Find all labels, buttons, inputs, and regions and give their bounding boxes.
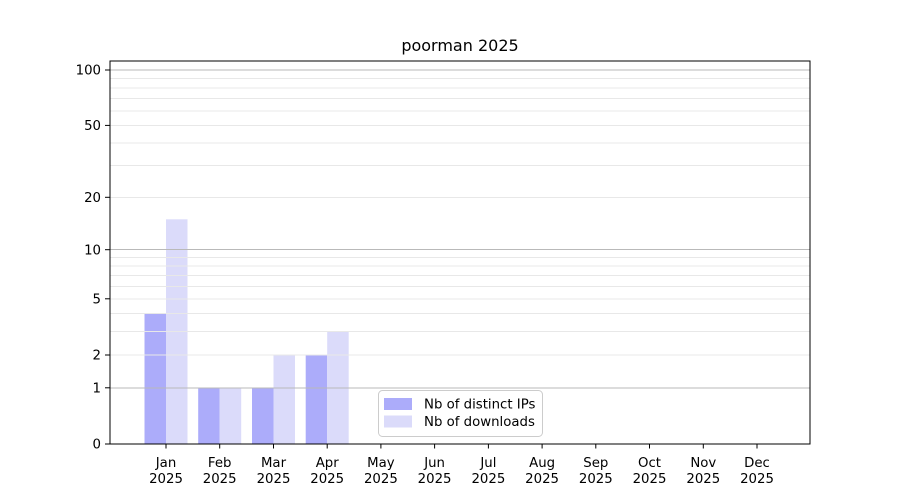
bar-nb-of-distinct-ips-feb-2025 bbox=[198, 387, 220, 444]
x-tick-label-sep-2025: Sep 2025 bbox=[579, 456, 613, 487]
x-tick-label-aug-2025: Aug 2025 bbox=[525, 456, 559, 487]
x-axis-group: Jan 2025 Feb 2025 Mar 2025 Apr 2025 May 2025 Jun 20… bbox=[149, 444, 774, 487]
x-tick-label-oct-2025: Oct 2025 bbox=[633, 456, 667, 487]
bar-nb-of-distinct-ips-mar-2025 bbox=[252, 387, 274, 444]
chart-title: poorman 2025 bbox=[401, 36, 518, 55]
y-tick-label-5: 5 bbox=[93, 293, 101, 308]
x-tick-label-mar-2025: Mar 2025 bbox=[257, 456, 291, 487]
bar-nb-of-downloads-mar-2025 bbox=[273, 355, 295, 444]
y-tick-label-1: 1 bbox=[93, 382, 101, 397]
legend-swatch-distinct-ips bbox=[384, 398, 412, 410]
x-tick-label-jun-2025: Jun 2025 bbox=[418, 456, 452, 487]
x-tick-label-jul-2025: Jul 2025 bbox=[471, 456, 505, 487]
x-tick-label-dec-2025: Dec 2025 bbox=[740, 456, 774, 487]
plot-border bbox=[109, 60, 811, 445]
legend: Nb of distinct IPs Nb of downloads bbox=[378, 390, 543, 437]
y-tick-label-20: 20 bbox=[84, 191, 101, 206]
axes-spines-group bbox=[109, 60, 811, 445]
legend-label-distinct-ips: Nb of distinct IPs bbox=[424, 398, 536, 413]
y-tick-label-100: 100 bbox=[76, 64, 101, 79]
legend-swatch-downloads bbox=[384, 415, 412, 428]
x-tick-label-feb-2025: Feb 2025 bbox=[203, 456, 237, 487]
legend-label-downloads: Nb of downloads bbox=[424, 415, 535, 430]
gridlines-group bbox=[110, 69, 810, 389]
x-tick-label-nov-2025: Nov 2025 bbox=[686, 456, 720, 487]
legend-box bbox=[378, 390, 543, 437]
y-tick-label-2: 2 bbox=[93, 349, 101, 364]
bar-nb-of-distinct-ips-apr-2025 bbox=[305, 355, 328, 444]
bar-nb-of-downloads-feb-2025 bbox=[219, 387, 242, 444]
x-tick-label-may-2025: May 2025 bbox=[364, 456, 398, 487]
y-tick-label-0: 0 bbox=[93, 438, 101, 453]
bar-nb-of-distinct-ips-jan-2025 bbox=[144, 313, 166, 444]
x-tick-label-jan-2025: Jan 2025 bbox=[149, 456, 183, 487]
y-tick-label-10: 10 bbox=[84, 243, 101, 258]
y-tick-label-50: 50 bbox=[84, 119, 101, 134]
x-tick-label-apr-2025: Apr 2025 bbox=[310, 456, 344, 487]
y-axis-group: 0 1 2 5 10 20 50 100 bbox=[76, 64, 110, 453]
